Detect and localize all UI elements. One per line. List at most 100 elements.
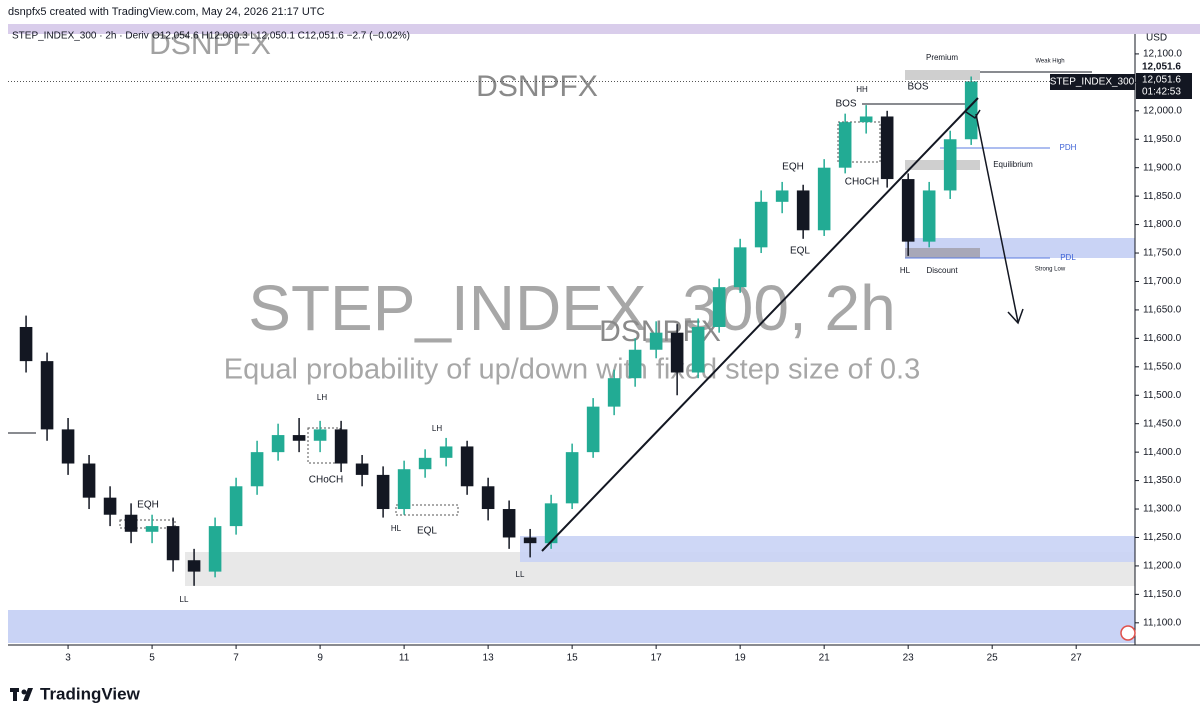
annotation: EQL [790,246,810,257]
candle-body [145,526,159,532]
annotation: Equilibrium [993,160,1033,169]
y-tick-label: 11,900.0 [1143,162,1182,173]
candle-body [565,452,579,504]
candle-body [607,378,621,407]
x-tick-label: 27 [1071,653,1083,664]
y-tick-label: 11,600.0 [1143,333,1182,344]
annotation: LL [516,570,525,579]
logo: TradingView [10,684,141,703]
candle-body [502,509,516,538]
zone [905,248,980,258]
candle-body [313,429,327,441]
ohlc-line: O12,054.6 H12,060.3 L12,050.1 C12,051.6 … [152,31,410,42]
swing-mark [965,109,981,120]
candle-body [40,361,54,430]
annotation: Strong Low [1035,267,1066,273]
y-tick-label: 11,500.0 [1143,390,1182,401]
x-tick-label: 7 [233,653,239,664]
candle-body [712,287,726,327]
x-tick-label: 5 [149,653,155,664]
candle-body [628,349,642,379]
candle-body [754,201,768,248]
candle-body [544,503,558,544]
annotation: CHoCH [309,475,343,486]
candle-body [166,526,180,561]
watermark: Equal probability of up/down with fixed … [224,354,920,386]
y-tick-label: 11,700.0 [1143,276,1182,287]
x-tick-label: 9 [317,653,323,664]
flag-icon[interactable] [1120,625,1136,641]
candle-body [460,446,474,487]
y-tick-label: 11,650.0 [1143,305,1182,316]
marker-box [837,121,881,163]
annotation: HL [391,524,402,533]
watermark: STEP_INDEX_300, 2h [248,272,895,344]
annotation: EQH [137,500,159,511]
candle-body [796,190,810,231]
symbol-tag [1050,74,1135,90]
candle-body [922,190,936,242]
y-tick-label: 12,100.0 [1143,49,1182,60]
arrow-head [1007,308,1024,325]
y-tick-label: 11,850.0 [1143,191,1182,202]
x-tick-label: 25 [987,653,999,664]
y-tick-label: 11,400.0 [1143,447,1182,458]
currency: USD [1146,33,1167,44]
annotation: LH [432,424,442,433]
last-price-label: 12,051.6 [1142,75,1181,86]
annotation: EQL [417,526,437,537]
annotation: HH [856,85,868,94]
y-tick-label: 11,100.0 [1143,617,1182,628]
candle-body [271,435,285,453]
candle-body [439,446,453,458]
x-tick-label: 21 [819,653,831,664]
annotation: BOS [835,99,856,110]
candle-body [964,81,978,140]
y-tick-label: 11,250.0 [1143,532,1182,543]
candle-body [523,537,537,544]
annotation: BOS [907,82,928,93]
candle-body [586,406,600,453]
x-tick-label: 17 [651,653,663,664]
candle-body [229,486,243,527]
candle-body [880,116,894,180]
x-tick-label: 19 [735,653,747,664]
candle-body [418,457,432,470]
candle-body [901,179,915,242]
annotation: EQH [782,162,804,173]
footer-brand: TradingView [40,684,141,703]
y-tick-label: 11,300.0 [1143,504,1182,515]
candle-body [670,332,684,373]
x-tick-label: 3 [65,653,71,664]
logo-mark [13,688,17,701]
y-tick-label: 11,350.0 [1143,475,1182,486]
candle-body [859,116,873,123]
candle-body [481,486,495,510]
watermark: DSNPFX [149,28,271,61]
price-tag [1136,60,1192,73]
zone [905,70,980,80]
annotation: PDL [1060,253,1076,262]
y-tick-label: 11,950.0 [1143,134,1182,145]
candle-body [775,190,789,202]
candle-body [649,332,663,350]
symbol-line: STEP_INDEX_300 · 2h · Deriv [12,31,149,42]
logo-mark [23,688,33,701]
candle-body [943,139,957,191]
candle-body [838,122,852,168]
y-tick-label: 11,150.0 [1143,589,1182,600]
candle-body [733,247,747,288]
x-tick-label: 13 [483,653,495,664]
annotation: CHoCH [845,177,879,188]
y-tick-label: 11,550.0 [1143,361,1182,372]
candle-body [355,463,369,475]
y-tick-label: 11,800.0 [1143,219,1182,230]
candle-body [124,514,138,532]
price-tag-label: 12,051.6 [1142,62,1181,73]
candle-body [61,429,75,464]
candle-body [376,474,390,510]
candle-body [82,463,96,498]
y-tick-label: 11,200.0 [1143,561,1182,572]
